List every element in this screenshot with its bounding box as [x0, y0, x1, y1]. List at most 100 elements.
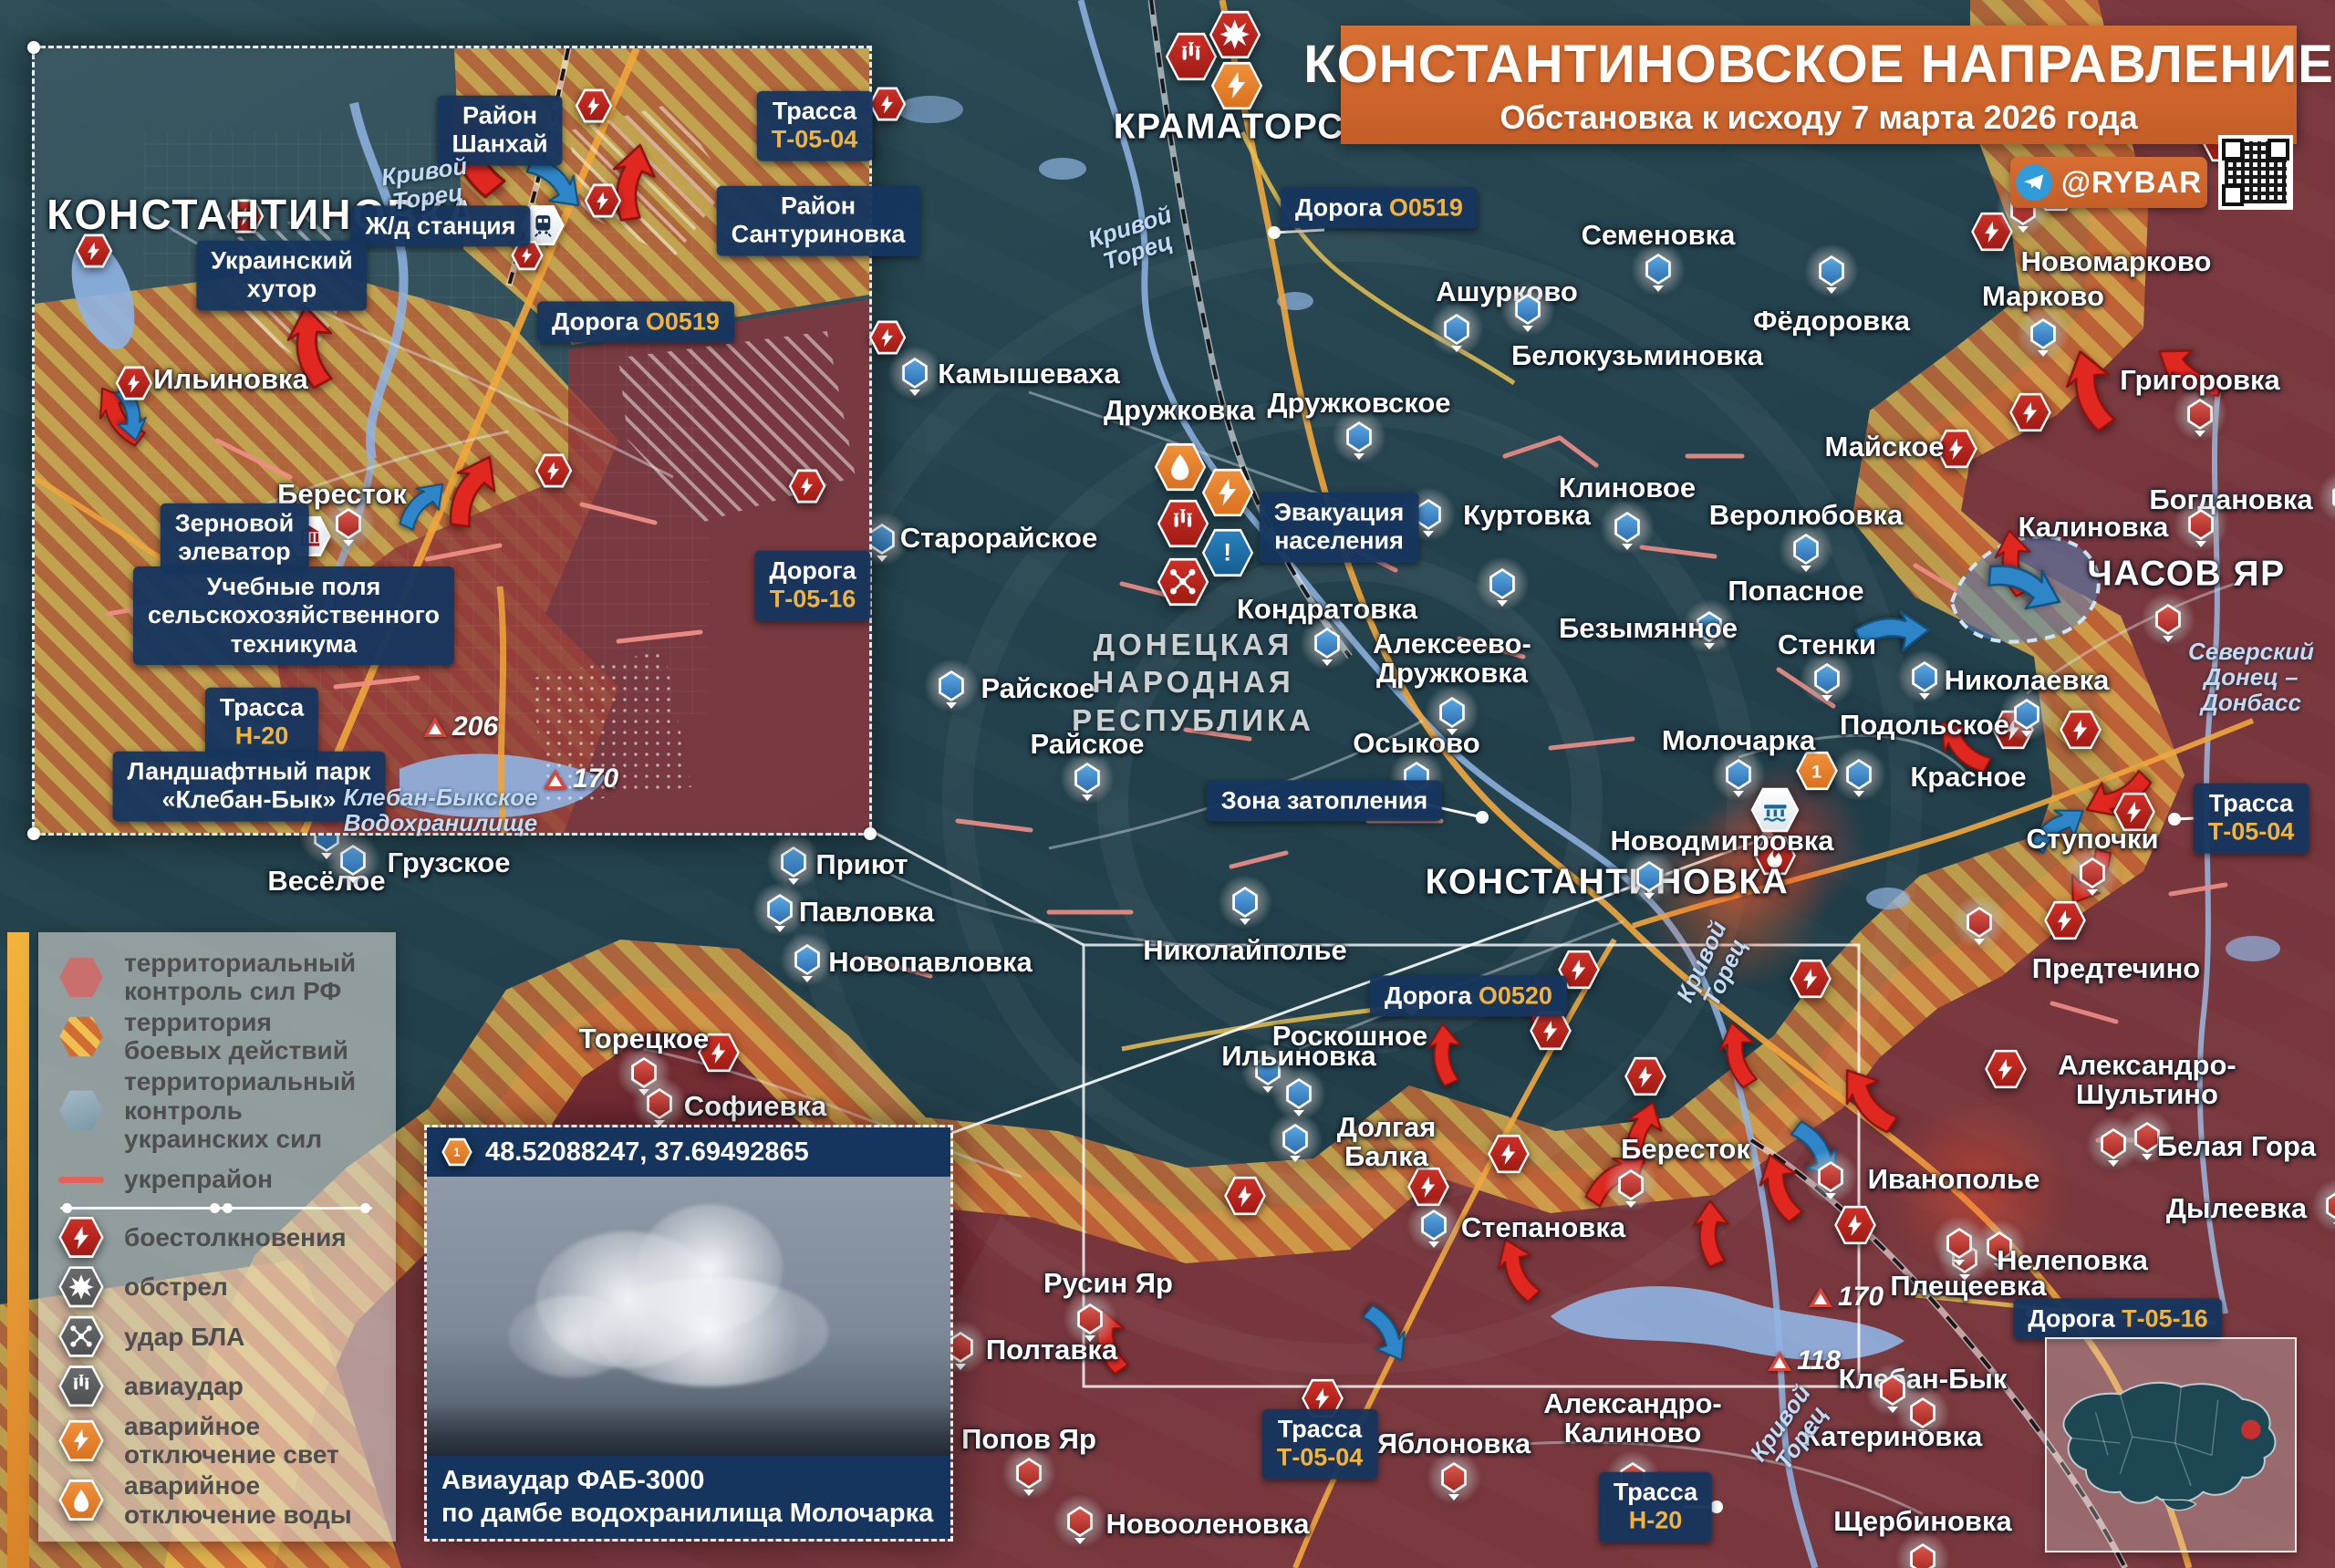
- settlement-label: Новодмитровка: [1610, 826, 1833, 856]
- legend-symbol-uav: [55, 1313, 108, 1360]
- settlement-label: Торецкое: [579, 1023, 709, 1054]
- settlement-label-line: Иванополье: [1867, 1162, 2040, 1195]
- settlement-label: Майское: [1824, 430, 1945, 462]
- legend-symbol-zone-rf: [55, 953, 108, 1001]
- settlement-label-line: Красное: [1910, 760, 2027, 793]
- settlement-label: Дружковка: [1104, 395, 1255, 425]
- location-pin-ukrainian: [1406, 1197, 1462, 1253]
- info-label-line: Украинский: [211, 246, 353, 275]
- info-label-line: Ж/д станция: [365, 212, 516, 240]
- settlement-label-line: Нелеповка: [1997, 1243, 2148, 1276]
- settlement-label-line: Предтечино: [2031, 951, 2201, 984]
- location-pin-russian: [2085, 1116, 2142, 1172]
- info-label: Эвакуация населения: [1259, 492, 1419, 563]
- location-pin-ukrainian: [2015, 306, 2071, 362]
- clash-icon: [582, 182, 624, 220]
- settlement-label: Катериновка: [1803, 1421, 1982, 1451]
- clash-icon: [113, 365, 155, 402]
- settlement-label-line: Приют: [815, 847, 908, 880]
- attack-arrow-red: [275, 299, 347, 395]
- location-pin-russian: [2310, 1178, 2335, 1234]
- location-pin-ukrainian: [752, 881, 808, 938]
- settlement-label-line: ЧАСОВ ЯР: [2087, 554, 2286, 594]
- road-code: O0519: [645, 307, 720, 336]
- road-label: Дорога O0519: [537, 301, 734, 343]
- settlement-label-line: КОНСТАНТИНОВКА: [1425, 862, 1790, 902]
- info-label-line: Эвакуация: [1273, 498, 1405, 526]
- settlement-label: Попасное: [1728, 576, 1863, 606]
- legend-item: боестолкновения: [55, 1213, 378, 1261]
- legend-symbol-zone-ua: [55, 1086, 108, 1134]
- legend-label: авиаудар: [124, 1372, 244, 1400]
- clash-icon: [1622, 1055, 1669, 1098]
- attack-arrow-red: [1823, 1052, 1913, 1147]
- location-pin-ukrainian: [1831, 746, 1887, 803]
- legend-item: обстрел: [55, 1263, 378, 1311]
- height-triangle-icon: [1768, 1351, 1792, 1371]
- legend-symbol-clash: [55, 1213, 108, 1261]
- attack-arrow-red: [1482, 1228, 1553, 1312]
- clash-icon: [695, 1032, 742, 1075]
- location-pin-russian: [2140, 591, 2196, 648]
- clash-icon: [786, 468, 828, 505]
- settlement-label-line: Молочарка: [1661, 723, 1816, 756]
- legend-label: укрепрайон: [124, 1165, 273, 1193]
- road-label: Трасса Н-20: [1598, 1471, 1713, 1542]
- info-label: Зона затопления: [1206, 780, 1443, 822]
- settlement-label-line: Новопавловка: [828, 945, 1033, 978]
- location-pin-russian: [631, 1075, 688, 1132]
- legend-item: удар БЛА: [55, 1313, 378, 1360]
- legend-label: обстрел: [124, 1272, 228, 1301]
- road-code: Т-05-16: [769, 586, 856, 613]
- settlement-label: Иванополье: [1867, 1162, 2040, 1195]
- settlement-label: Белая Гора: [2156, 1129, 2317, 1162]
- legend-label-line: отключение свет: [124, 1440, 339, 1469]
- height-marker: 206: [422, 711, 498, 742]
- settlement-label: Клиновое: [1559, 472, 1696, 503]
- info-label-line: Учебные поля: [206, 573, 381, 601]
- settlement-label: Безымянное: [1558, 611, 1738, 644]
- legend-label-line: отключение воды: [124, 1500, 352, 1529]
- qr-code[interactable]: [2218, 135, 2293, 210]
- settlement-label-line: Софиевка: [683, 1089, 827, 1122]
- video-frame[interactable]: [427, 1177, 950, 1457]
- settlement-label-line: Безымянное: [1558, 611, 1738, 644]
- title-bar: КОНСТАНТИНОВСКОЕ НАПРАВЛЕНИЕ Обстановка …: [1303, 26, 2333, 144]
- settlement-label: Дылеевка: [2166, 1193, 2307, 1223]
- settlement-label: Камышеваха: [938, 358, 1119, 389]
- settlement-label: Райское: [1030, 729, 1144, 759]
- location-pin-russian: [1894, 1531, 1951, 1568]
- height-value: 170: [1837, 1282, 1884, 1312]
- location-pin-ukrainian: [765, 834, 822, 890]
- attack-arrow-red: [1921, 703, 2004, 788]
- settlement-label: Стенки: [1778, 629, 1876, 659]
- height-triangle-icon: [543, 769, 567, 789]
- settlement-label-line: Степановка: [1460, 1210, 1626, 1243]
- settlement-label-line: Ступочки: [2026, 822, 2159, 855]
- settlement-label: Русин Яр: [1043, 1268, 1173, 1298]
- height-value: 118: [1797, 1345, 1841, 1376]
- legend-item: аварийное отключение свет: [55, 1412, 378, 1469]
- legend-symbol-air: [55, 1363, 108, 1410]
- info-label-line: Сантуриновка: [731, 221, 906, 248]
- strike-coordinates: 48.52088247, 37.69492865: [485, 1137, 809, 1167]
- location-pin-ukrainian: [325, 832, 381, 888]
- location-pin-ukrainian: [1059, 750, 1116, 806]
- power-outage-icon: [1208, 59, 1266, 112]
- settlement-label-line: Майское: [1824, 430, 1945, 462]
- settlement-label-line: Калиновка: [2018, 510, 2169, 543]
- settlement-label: КОНСТАНТИНОВКА: [1425, 862, 1790, 902]
- rybar-credit[interactable]: @RYBAR: [2010, 157, 2207, 208]
- settlement-label: Степановка: [1460, 1210, 1626, 1243]
- counter-arrow-blue: [2018, 791, 2099, 867]
- settlement-label-line: Павловка: [798, 895, 935, 928]
- road-label: Дорога O0520: [1370, 975, 1567, 1017]
- settlement-label-line: Роскошное: [1271, 1019, 1428, 1052]
- location-pin-ukrainian: [1998, 686, 2055, 742]
- settlement-label: Нелеповка: [1997, 1243, 2148, 1276]
- legend-label-line: боевых действий: [124, 1036, 348, 1065]
- settlement-label-line: Белая Гора: [2156, 1129, 2317, 1162]
- road-prefix: Дорога: [769, 556, 856, 585]
- settlement-label-line: Бересток: [1621, 1132, 1750, 1165]
- settlement-label: Ступочки: [2026, 822, 2159, 855]
